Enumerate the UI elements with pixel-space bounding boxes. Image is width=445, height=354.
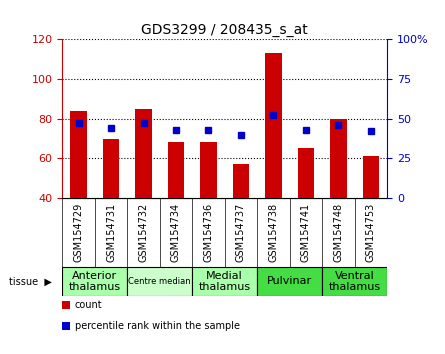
Bar	[298, 148, 314, 198]
Bar	[363, 156, 379, 198]
Text: Medial
thalamus: Medial thalamus	[198, 270, 251, 292]
Text: GSM154737: GSM154737	[236, 203, 246, 262]
Text: Anterior
thalamus: Anterior thalamus	[69, 270, 121, 292]
Bar	[70, 111, 87, 198]
Text: Ventral
thalamus: Ventral thalamus	[328, 270, 381, 292]
Bar	[168, 143, 184, 198]
Text: GSM154729: GSM154729	[73, 203, 84, 262]
Text: Centre median: Centre median	[129, 277, 191, 286]
Text: percentile rank within the sample: percentile rank within the sample	[75, 321, 240, 331]
Bar	[322, 267, 387, 296]
Bar	[62, 267, 127, 296]
Bar	[192, 267, 257, 296]
Bar	[330, 119, 347, 198]
Bar	[127, 267, 192, 296]
Bar	[200, 143, 217, 198]
Bar	[265, 53, 282, 198]
Text: GSM154738: GSM154738	[268, 203, 279, 262]
Text: GSM154732: GSM154732	[138, 203, 149, 262]
Bar	[135, 109, 152, 198]
Bar	[103, 138, 119, 198]
Text: Pulvinar: Pulvinar	[267, 276, 312, 286]
Bar	[233, 164, 249, 198]
Text: GSM154736: GSM154736	[203, 203, 214, 262]
Text: GSM154753: GSM154753	[366, 203, 376, 262]
Bar	[257, 267, 322, 296]
Text: tissue  ▶: tissue ▶	[9, 276, 52, 286]
Text: count: count	[75, 300, 102, 310]
Title: GDS3299 / 208435_s_at: GDS3299 / 208435_s_at	[142, 23, 308, 36]
Text: GSM154741: GSM154741	[301, 203, 311, 262]
Text: GSM154734: GSM154734	[171, 203, 181, 262]
Text: GSM154748: GSM154748	[333, 203, 344, 262]
Text: GSM154731: GSM154731	[106, 203, 116, 262]
